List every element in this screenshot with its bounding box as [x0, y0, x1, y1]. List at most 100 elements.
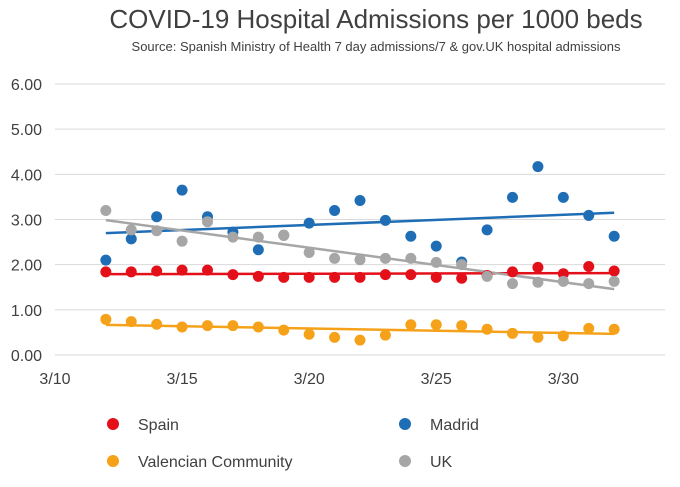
point-3-12: [405, 252, 417, 264]
point-1-10: [354, 195, 366, 207]
point-3-4: [202, 216, 213, 228]
point-2-11: [379, 329, 391, 341]
legend: Spain Madrid Valencian Community UK: [107, 417, 479, 471]
legend-marker: [107, 418, 119, 430]
point-2-10: [354, 334, 366, 346]
y-tick-label: 6.00: [11, 77, 42, 94]
point-0-2: [151, 265, 163, 277]
point-1-6: [252, 244, 264, 256]
y-tick-label: 4.00: [11, 167, 42, 184]
point-0-7: [278, 271, 290, 283]
x-tick-label: 3/25: [421, 371, 452, 388]
point-2-15: [481, 323, 493, 335]
point-1-3: [176, 184, 188, 196]
point-2-16: [507, 327, 518, 339]
legend-label: Spain: [138, 417, 179, 434]
point-1-8: [303, 217, 315, 229]
legend-marker: [399, 418, 411, 430]
point-1-13: [430, 240, 442, 252]
point-2-12: [405, 319, 417, 331]
point-2-4: [202, 320, 213, 332]
point-1-2: [151, 211, 163, 223]
y-tick-label: 1.00: [11, 303, 42, 320]
point-3-9: [329, 252, 341, 264]
point-2-13: [430, 319, 442, 331]
point-3-5: [227, 231, 239, 243]
point-2-14: [456, 320, 468, 332]
x-tick-label: 3/15: [167, 371, 198, 388]
point-0-1: [125, 266, 137, 278]
legend-marker: [107, 455, 119, 467]
point-0-13: [430, 271, 442, 283]
point-2-18: [557, 330, 569, 342]
gridlines: [55, 83, 665, 356]
point-1-15: [481, 224, 493, 236]
point-3-20: [608, 275, 620, 287]
point-1-19: [583, 209, 595, 221]
point-2-8: [303, 328, 315, 340]
y-tick-label: 3.00: [11, 213, 42, 230]
legend-label: Valencian Community: [138, 454, 292, 471]
axis-ticks: 0.00 1.00 2.00 3.00 4.00 5.00 6.00 3/10 3/15 3/20…: [11, 77, 579, 388]
legend-label: Madrid: [430, 417, 479, 434]
point-1-11: [379, 214, 391, 226]
point-0-18: [557, 268, 569, 280]
point-3-15: [481, 270, 493, 282]
x-tick-label: 3/20: [294, 371, 325, 388]
point-3-8: [303, 246, 315, 258]
legend-marker: [399, 455, 411, 467]
point-0-16: [507, 266, 518, 278]
point-3-13: [430, 256, 442, 268]
legend-label: UK: [430, 454, 453, 471]
point-3-6: [252, 231, 264, 243]
point-0-6: [252, 270, 264, 282]
point-1-18: [557, 191, 569, 203]
chart-title: COVID-19 Hospital Admissions per 1000 be…: [109, 4, 642, 34]
point-2-20: [608, 323, 620, 335]
point-2-5: [227, 320, 239, 332]
x-tick-label: 3/30: [548, 371, 579, 388]
point-0-0: [100, 266, 112, 278]
point-2-0: [100, 313, 112, 325]
chart-subtitle: Source: Spanish Ministry of Health 7 day…: [132, 39, 621, 54]
point-2-17: [532, 331, 544, 343]
point-1-12: [405, 230, 417, 242]
point-3-2: [151, 225, 163, 237]
point-0-19: [583, 260, 595, 272]
point-1-9: [329, 204, 341, 216]
point-0-4: [202, 264, 213, 276]
x-tick-label: 3/10: [39, 371, 70, 388]
point-2-7: [278, 324, 290, 336]
data-points: [100, 161, 620, 346]
point-1-17: [532, 161, 544, 173]
point-0-8: [303, 271, 315, 283]
point-1-1: [125, 233, 137, 245]
point-3-3: [176, 235, 188, 247]
trendline-2: [105, 323, 615, 336]
point-0-17: [532, 261, 544, 273]
point-3-1: [125, 224, 137, 236]
point-3-7: [278, 229, 290, 241]
point-0-11: [379, 269, 391, 281]
point-0-20: [608, 265, 620, 277]
point-2-9: [329, 331, 341, 343]
trendline-1: [105, 211, 615, 235]
point-0-5: [227, 269, 239, 281]
point-3-18: [557, 275, 569, 287]
point-0-10: [354, 271, 366, 283]
y-tick-label: 5.00: [11, 122, 42, 139]
point-2-19: [583, 322, 595, 334]
point-0-14: [456, 272, 468, 284]
point-2-3: [176, 321, 188, 333]
point-0-9: [329, 271, 341, 283]
point-1-16: [507, 191, 518, 203]
point-3-17: [532, 276, 544, 288]
point-1-0: [100, 254, 112, 266]
point-0-12: [405, 269, 417, 281]
point-0-3: [176, 264, 188, 276]
point-3-11: [379, 252, 391, 264]
y-tick-label: 0.00: [11, 348, 42, 365]
point-3-14: [456, 259, 468, 271]
point-2-2: [151, 318, 163, 330]
